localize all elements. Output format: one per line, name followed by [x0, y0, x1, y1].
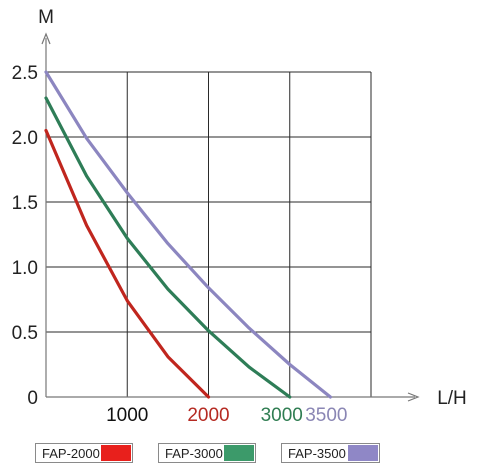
- pump-curve-chart: 0 0.5 1.0 1.5 2.0 2.5 1000 2000 3000 3500 M L/H: [12, 7, 467, 426]
- legend-label: FAP-3000: [165, 445, 223, 461]
- series-line-fap-2000: [44, 128, 211, 399]
- x-axis-title: L/H: [437, 388, 467, 409]
- y-tick-label: 1.5: [12, 193, 38, 214]
- y-tick-label: 0: [27, 388, 38, 409]
- legend-swatch: [224, 445, 254, 461]
- y-tick-label: 1.0: [12, 258, 38, 279]
- series-line-fap-3000: [44, 96, 292, 399]
- legend-swatch: [101, 445, 131, 461]
- y-tick-label: 2.5: [12, 63, 38, 84]
- y-tick-label: 0.5: [12, 323, 38, 344]
- x-axis-arrow: [407, 392, 420, 402]
- legend-item: FAP-3000: [158, 443, 256, 463]
- y-tick-label: 2.0: [12, 128, 38, 149]
- x-tick-label: 3500: [305, 405, 347, 426]
- series-line-fap-3500: [44, 70, 332, 399]
- y-axis-title: M: [38, 7, 54, 28]
- y-axis-arrow: [41, 32, 51, 45]
- legend-item: FAP-2000: [35, 443, 133, 463]
- x-tick-labels: 1000 2000 3000 3500: [106, 405, 347, 426]
- x-tick-label: 1000: [106, 405, 148, 426]
- x-tick-label: 2000: [187, 405, 229, 426]
- axes: [41, 32, 420, 402]
- y-tick-labels: 0 0.5 1.0 1.5 2.0 2.5: [12, 63, 38, 409]
- legend-item: FAP-3500: [281, 443, 380, 463]
- legend-label: FAP-2000: [42, 445, 100, 461]
- series-lines: [44, 70, 332, 399]
- x-tick-label: 3000: [261, 405, 303, 426]
- legend-swatch: [348, 445, 378, 461]
- legend-label: FAP-3500: [288, 445, 346, 461]
- grid-lines: [46, 71, 372, 397]
